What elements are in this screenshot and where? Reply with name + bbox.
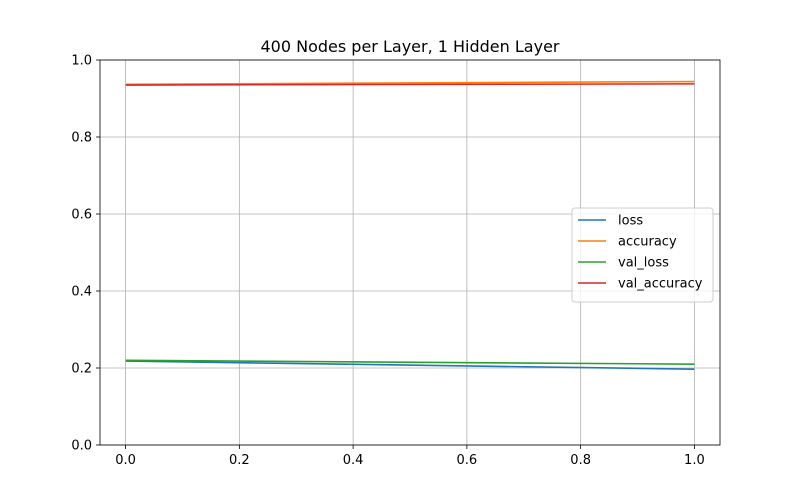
y-tick-label: 0.8 xyxy=(71,131,92,146)
x-tick-label: 0.8 xyxy=(570,453,591,468)
series-line-loss xyxy=(125,360,695,370)
x-tick-label: 0.6 xyxy=(457,453,478,468)
legend-label: val_loss xyxy=(618,256,669,271)
legend-label: accuracy xyxy=(618,235,677,250)
y-tick-label: 1.0 xyxy=(71,54,92,69)
series-line-accuracy xyxy=(125,80,695,86)
y-tick-label: 0.2 xyxy=(71,362,92,377)
series-line-val-accuracy xyxy=(125,83,695,86)
x-tick-label: 0.2 xyxy=(229,453,250,468)
legend-label: val_accuracy xyxy=(618,277,703,292)
legend-label: loss xyxy=(618,214,643,229)
series-lines xyxy=(125,80,695,370)
axis-ticks: 0.0 0.2 0.4 0.6 0.8 1.0 0.0 0.2 0.4 0.6 0.8 1.0 xyxy=(71,54,704,469)
y-tick-label: 0.6 xyxy=(71,208,92,223)
legend: loss accuracy val_loss val_accuracy xyxy=(571,207,714,303)
x-tick-label: 0.0 xyxy=(115,453,136,468)
y-tick-label: 0.0 xyxy=(71,439,92,454)
series-line-val-loss xyxy=(125,359,695,365)
chart-title: 400 Nodes per Layer, 1 Hidden Layer xyxy=(261,37,560,56)
legend-box xyxy=(571,207,714,303)
plot-frame xyxy=(99,59,721,446)
x-tick-label: 0.4 xyxy=(343,453,364,468)
x-tick-label: 1.0 xyxy=(684,453,705,468)
y-tick-label: 0.4 xyxy=(71,285,92,300)
